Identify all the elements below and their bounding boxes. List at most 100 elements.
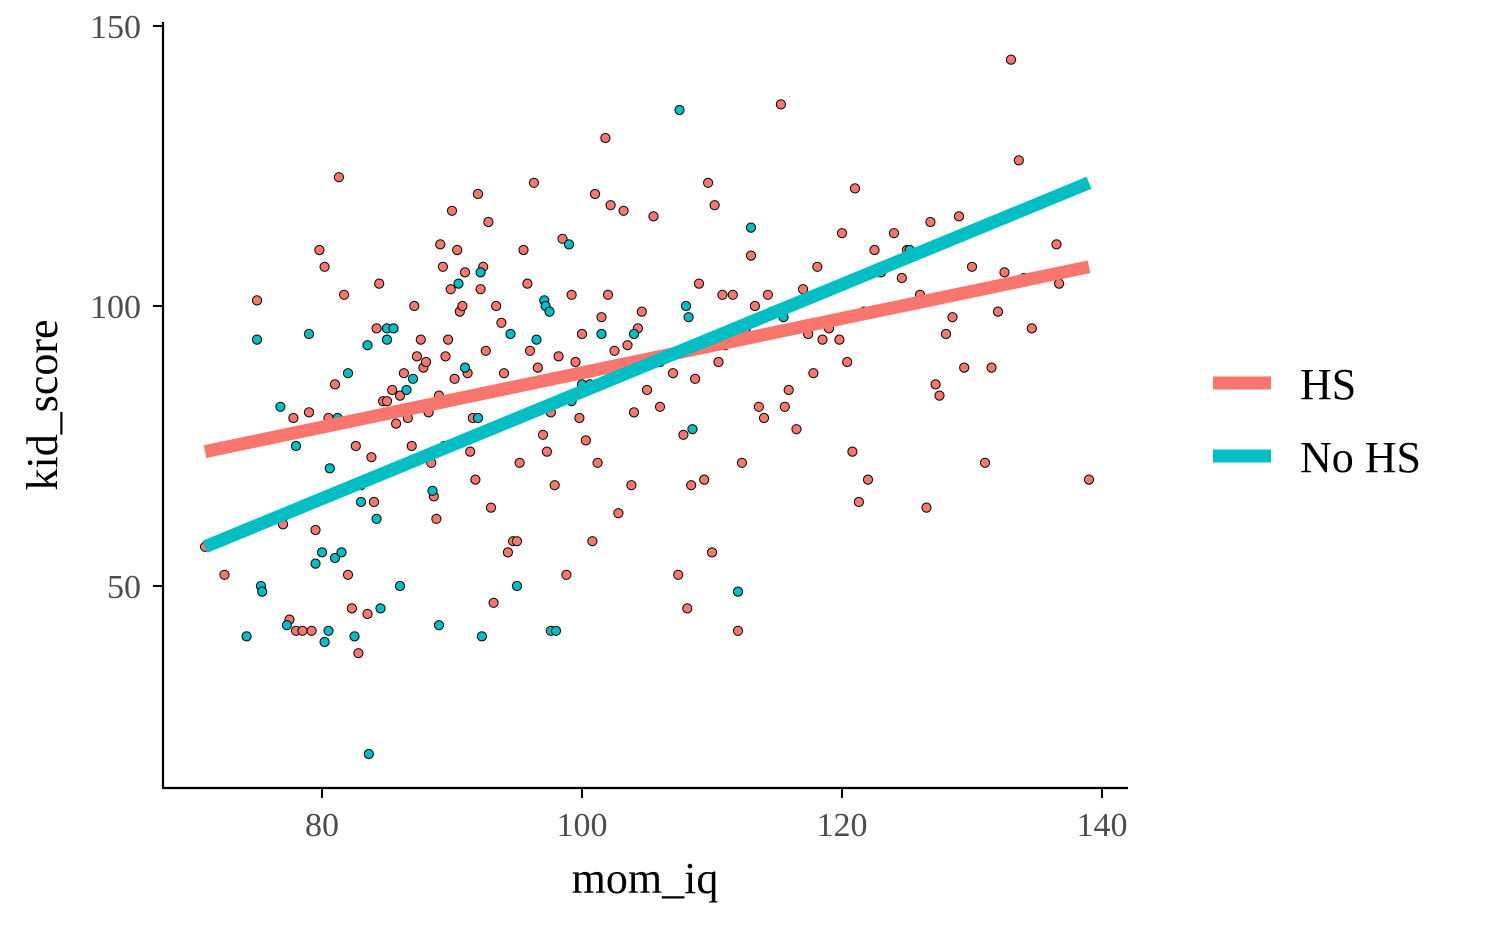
fit-line-no-hs — [202, 176, 1092, 553]
data-point-no-hs — [275, 401, 286, 412]
data-point-hs — [736, 457, 748, 468]
legend: HS No HS — [1213, 360, 1421, 482]
data-point-no-hs — [329, 552, 341, 564]
data-point-no-hs — [475, 267, 486, 278]
data-point-no-hs — [433, 620, 445, 631]
data-point-hs — [449, 373, 460, 384]
data-point-hs — [374, 278, 385, 289]
data-point-hs — [371, 323, 382, 334]
data-point-hs — [353, 648, 364, 659]
data-point-hs — [528, 177, 540, 188]
data-point-hs — [314, 244, 325, 256]
data-point-hs — [362, 608, 373, 620]
data-point-hs — [808, 368, 819, 379]
data-point-hs — [446, 205, 458, 216]
data-point-hs — [783, 384, 794, 396]
data-point-no-hs — [563, 239, 575, 250]
data-point-hs — [592, 457, 603, 468]
y-axis-title: kid_score — [18, 319, 67, 490]
data-point-hs — [693, 278, 705, 289]
data-point-hs — [491, 300, 502, 312]
data-point-no-hs — [544, 306, 555, 317]
data-point-hs — [779, 401, 790, 412]
data-point-hs — [319, 261, 330, 272]
data-point-hs — [1051, 239, 1062, 250]
data-point-hs — [836, 228, 848, 239]
data-point-hs — [999, 267, 1010, 278]
data-point-hs — [596, 312, 607, 323]
y-tick-label: 100 — [90, 289, 141, 326]
data-point-hs — [888, 228, 900, 239]
data-point-no-hs — [319, 636, 330, 648]
data-point-hs — [480, 345, 491, 356]
x-axis-title: mom_iq — [572, 854, 719, 903]
data-point-no-hs — [511, 580, 523, 592]
data-point-no-hs — [371, 513, 382, 524]
data-point-no-hs — [683, 312, 694, 323]
data-point-no-hs — [596, 328, 607, 340]
data-point-hs — [561, 569, 572, 580]
data-point-hs — [812, 261, 823, 272]
data-point-hs — [475, 284, 486, 295]
data-point-hs — [817, 334, 828, 345]
data-point-hs — [947, 312, 958, 323]
data-point-hs — [580, 435, 592, 446]
data-point-hs — [411, 351, 422, 362]
data-point-hs — [992, 306, 1004, 317]
data-point-hs — [953, 211, 965, 222]
data-point-hs — [465, 446, 476, 457]
data-point-hs — [532, 362, 543, 373]
data-point-hs — [678, 429, 689, 440]
data-point-hs — [459, 267, 471, 278]
data-point-hs — [574, 412, 585, 424]
data-point-hs — [445, 284, 456, 295]
data-point-hs — [699, 474, 710, 485]
ticks-layer: 80 100 120 140 50 100 150 — [90, 9, 1128, 844]
data-point-no-hs — [355, 496, 367, 508]
data-point-hs — [452, 244, 463, 256]
data-point-hs — [524, 345, 536, 356]
x-tick-label: 80 — [305, 807, 339, 844]
data-point-hs — [251, 295, 263, 306]
data-point-hs — [605, 200, 616, 211]
legend-label-hs: HS — [1300, 360, 1356, 409]
data-point-no-hs — [251, 334, 263, 345]
data-point-hs — [869, 244, 880, 256]
data-point-no-hs — [394, 580, 406, 592]
data-point-hs — [366, 452, 377, 463]
data-point-hs — [791, 424, 802, 435]
data-point-hs — [682, 603, 693, 614]
data-point-hs — [288, 412, 299, 424]
data-point-hs — [1026, 323, 1037, 334]
data-point-hs — [847, 446, 858, 457]
data-point-hs — [488, 597, 499, 608]
data-point-hs — [732, 625, 744, 636]
data-point-hs — [498, 368, 510, 379]
data-point-hs — [483, 216, 494, 228]
data-point-no-hs — [310, 558, 321, 569]
data-point-no-hs — [472, 412, 484, 424]
data-point-hs — [589, 188, 601, 200]
data-point-no-hs — [324, 463, 335, 474]
data-point-no-hs — [427, 485, 438, 496]
data-point-hs — [381, 396, 393, 407]
data-point-no-hs — [375, 603, 386, 614]
data-point-no-hs — [476, 631, 487, 642]
data-point-no-hs — [257, 586, 268, 597]
data-point-no-hs — [362, 340, 373, 351]
data-point-hs — [709, 200, 720, 211]
data-point-hs — [350, 440, 361, 452]
data-point-hs — [703, 177, 714, 188]
data-point-hs — [959, 362, 970, 373]
data-point-no-hs — [680, 300, 692, 312]
data-point-no-hs — [363, 748, 374, 760]
data-point-hs — [602, 289, 614, 300]
data-point-hs — [566, 289, 577, 300]
data-point-no-hs — [323, 625, 334, 636]
data-point-no-hs — [241, 631, 252, 642]
data-point-hs — [930, 379, 941, 390]
data-point-hs — [576, 328, 588, 340]
data-point-no-hs — [303, 328, 315, 340]
data-point-hs — [641, 384, 653, 396]
data-point-hs — [496, 317, 507, 328]
